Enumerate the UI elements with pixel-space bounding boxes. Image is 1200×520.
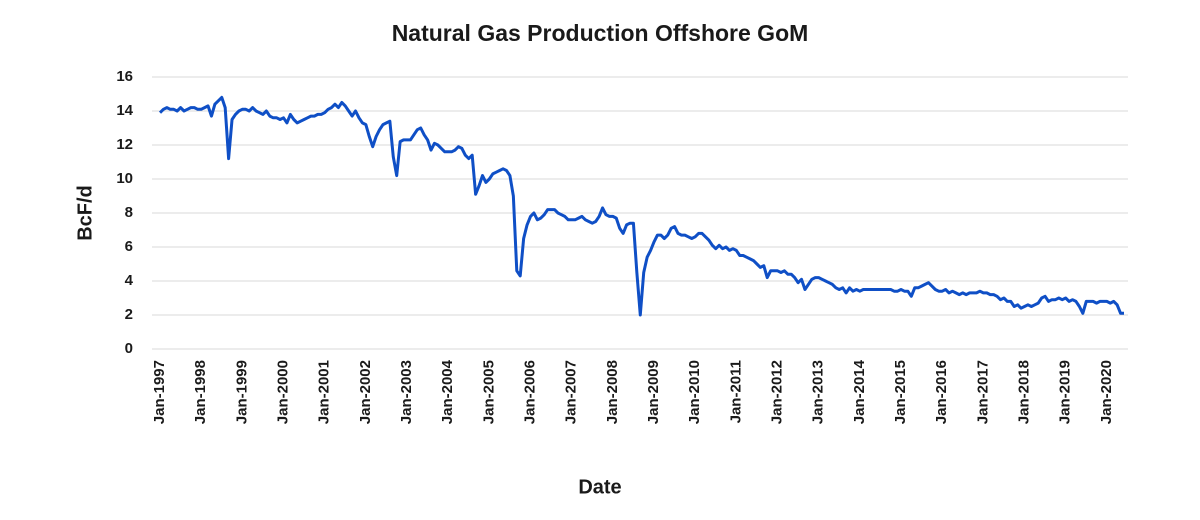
data-line [158,95,1124,317]
x-tick-label: Jan-2014 [851,359,868,424]
x-tick-label: Jan-1999 [233,360,250,424]
x-tick-label: Jan-2000 [274,360,291,424]
y-tick-label: 16 [116,68,133,85]
x-tick-label: Jan-2008 [604,360,621,424]
y-tick-label: 4 [125,272,134,289]
y-tick-label: 8 [125,204,133,221]
y-tick-label: 2 [125,306,133,323]
x-tick-label: Jan-2011 [727,360,744,423]
y-tick-label: 6 [125,238,133,255]
x-tick-label: Jan-2020 [1098,360,1115,424]
x-tick-label: Jan-2006 [521,360,538,424]
y-tick-label: 10 [116,170,133,187]
x-tick-label: Jan-2002 [357,360,374,424]
x-tick-label: Jan-1998 [192,360,209,424]
x-tick-label: Jan-2015 [892,360,909,424]
x-tick-label: Jan-2013 [810,360,827,424]
x-tick-label: Jan-2001 [316,360,333,424]
x-tick-label: Jan-2005 [480,360,497,424]
x-tick-label: Jan-2019 [1057,360,1074,424]
x-tick-label: Jan-2010 [686,360,703,424]
x-tick-label: Jan-2004 [439,359,456,424]
x-tick-label: Jan-2016 [933,360,950,424]
x-tick-label: Jan-2018 [1015,360,1032,424]
y-tick-label: 12 [116,136,133,153]
chart-title: Natural Gas Production Offshore GoM [392,20,809,46]
x-axis-title: Date [578,476,621,498]
y-tick-label: 14 [116,102,133,119]
x-tick-label: Jan-2007 [563,360,580,424]
x-tick-label: Jan-2003 [398,360,415,424]
y-tick-label: 0 [125,340,133,357]
x-tick-label: Jan-2012 [768,360,785,424]
x-tick-label: Jan-2009 [645,360,662,424]
y-axis-title: BcF/d [74,185,96,241]
x-tick-label: Jan-1997 [151,360,168,424]
x-tick-label: Jan-2017 [974,360,991,424]
